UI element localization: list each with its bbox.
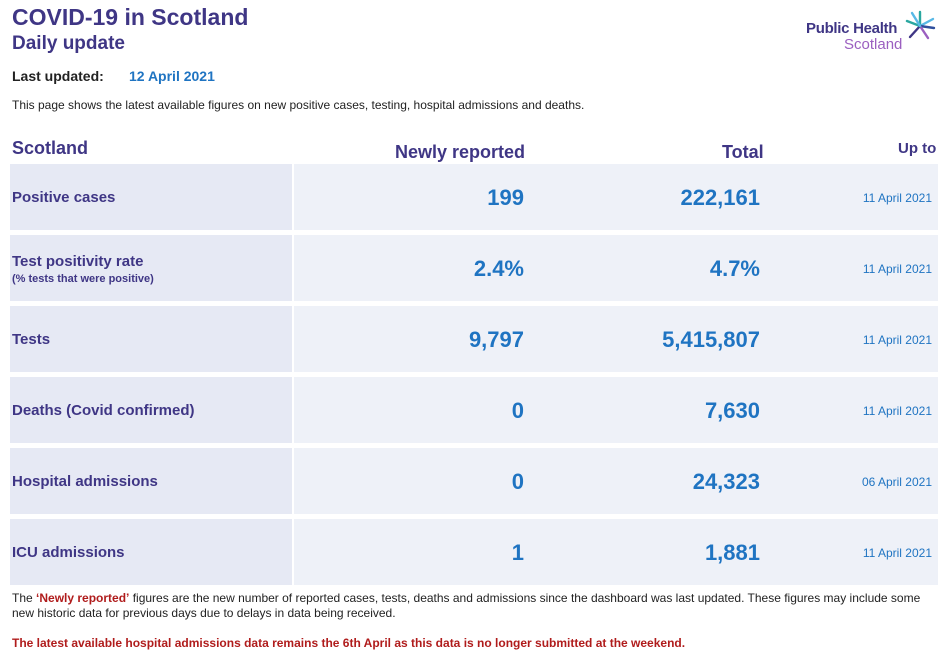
last-updated-label: Last updated: bbox=[12, 68, 104, 84]
row-values-cell bbox=[294, 306, 938, 372]
note-prefix: The bbox=[12, 591, 37, 605]
up-to-date: 06 April 2021 bbox=[861, 475, 932, 489]
total-value: 7,630 bbox=[704, 398, 760, 423]
table-row: Positive cases 199 222,161 11 April 2021 bbox=[10, 164, 938, 230]
row-label: ICU admissions bbox=[12, 544, 125, 561]
row-label: Deaths (Covid confirmed) bbox=[12, 402, 195, 419]
newly-reported-value: 9,797 bbox=[468, 327, 524, 352]
row-label-cell: Positive cases bbox=[10, 164, 292, 230]
intro-text: This page shows the latest available fig… bbox=[12, 98, 585, 112]
newly-reported-note: The ‘Newly reported’ figures are the new… bbox=[12, 591, 932, 621]
row-values-cell bbox=[294, 448, 938, 514]
table-row: Deaths (Covid confirmed) 0 7,630 11 April 2… bbox=[10, 377, 938, 443]
table-row: ICU admissions 1 1,881 11 April 2021 bbox=[10, 519, 938, 585]
newly-reported-value: 2.4% bbox=[473, 256, 524, 281]
newly-reported-value: 0 bbox=[511, 398, 524, 423]
up-to-date: 11 April 2021 bbox=[862, 262, 932, 276]
row-label-cell: Deaths (Covid confirmed) bbox=[10, 377, 292, 443]
row-label-cell: Tests bbox=[10, 306, 292, 372]
row-label-cell: (% tests that were positive) Test positiv… bbox=[10, 235, 292, 301]
newly-reported-value: 199 bbox=[487, 185, 524, 210]
total-value: 24,323 bbox=[692, 469, 760, 494]
column-header-up-to: Up to bbox=[898, 140, 937, 157]
row-label: Hospital admissions bbox=[12, 473, 158, 490]
note-rest: figures are the new number of reported c… bbox=[12, 591, 921, 620]
column-header-region: Scotland bbox=[12, 138, 89, 158]
up-to-date: 11 April 2021 bbox=[862, 191, 932, 205]
table-row: Tests 9,797 5,415,807 11 April 2021 bbox=[10, 306, 938, 372]
row-label-cell: Hospital admissions bbox=[10, 448, 292, 514]
row-label: Positive cases bbox=[12, 189, 116, 206]
column-header-newly-reported: Newly reported bbox=[395, 142, 526, 162]
total-value: 5,415,807 bbox=[662, 327, 760, 352]
column-header-total: Total bbox=[722, 142, 764, 162]
note-emphasis: ‘Newly reported’ bbox=[36, 591, 130, 605]
row-label: Tests bbox=[12, 331, 51, 348]
newly-reported-value: 1 bbox=[511, 540, 524, 565]
row-sublabel: (% tests that were positive) bbox=[12, 273, 154, 285]
total-value: 222,161 bbox=[680, 185, 760, 210]
page-title: COVID-19 in Scotland bbox=[12, 4, 249, 30]
row-label: Test positivity rate bbox=[12, 253, 144, 270]
phs-logo: Public Health Scotland bbox=[804, 10, 944, 56]
up-to-date: 11 April 2021 bbox=[862, 404, 932, 418]
up-to-date: 11 April 2021 bbox=[862, 333, 932, 347]
row-values-cell bbox=[294, 519, 938, 585]
row-values-cell bbox=[294, 164, 938, 230]
up-to-date: 11 April 2021 bbox=[862, 546, 932, 560]
logo-text-line1: Public Health bbox=[806, 20, 898, 37]
hospital-data-warning: The latest available hospital admissions… bbox=[12, 636, 686, 650]
newly-reported-value: 0 bbox=[511, 469, 524, 494]
logo-text-line2: Scotland bbox=[844, 36, 903, 53]
table-row: (% tests that were positive) Test positiv… bbox=[10, 235, 938, 301]
table-row: Hospital admissions 0 24,323 06 April 2021 bbox=[10, 448, 938, 514]
row-label-cell: ICU admissions bbox=[10, 519, 292, 585]
total-value: 1,881 bbox=[704, 540, 760, 565]
page-subtitle: Daily update bbox=[12, 33, 125, 54]
row-values-cell bbox=[294, 235, 938, 301]
star-burst-icon bbox=[905, 10, 936, 40]
last-updated-value: 12 April 2021 bbox=[129, 68, 215, 84]
total-value: 4.7% bbox=[709, 256, 760, 281]
row-values-cell bbox=[294, 377, 938, 443]
